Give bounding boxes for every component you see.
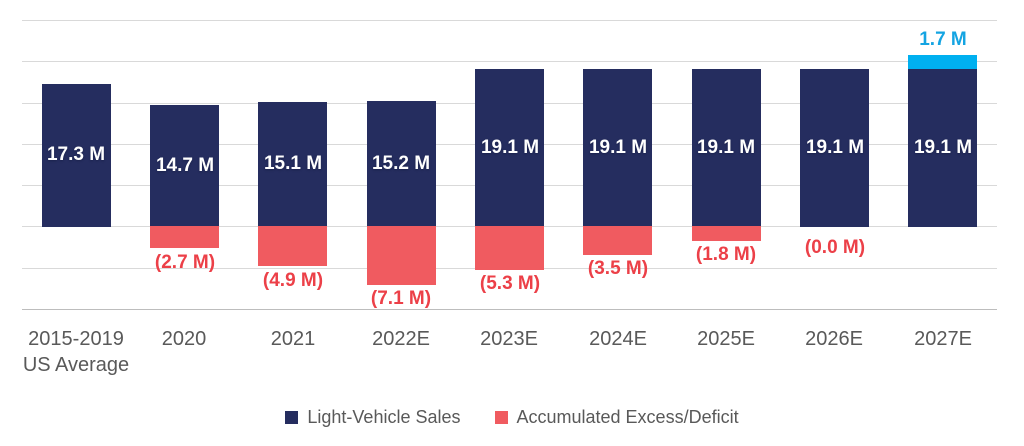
bar-light-vehicle-sales-3 [258, 102, 327, 227]
bar-accumulated-deficit-7 [692, 226, 761, 241]
bar-accumulated-deficit-4 [367, 226, 436, 285]
category-label-line: 2027E [914, 328, 972, 350]
legend: Light-Vehicle Sales Accumulated Excess/D… [0, 406, 1024, 428]
category-label-7: 2025E [672, 326, 780, 352]
category-label-6: 2024E [564, 326, 672, 352]
bar-light-vehicle-sales-8 [800, 69, 869, 227]
deficit-value-label: (0.0 M) [804, 237, 866, 258]
category-label-3: 2021 [239, 326, 347, 352]
deficit-value-label: (3.5 M) [587, 258, 649, 279]
deficit-value-label: (4.9 M) [262, 270, 324, 291]
category-label-5: 2023E [455, 326, 563, 352]
category-label-1: 2015-2019 US Average [22, 326, 130, 378]
category-label-line: 2025E [697, 328, 755, 350]
deficit-value-label: (1.8 M) [695, 244, 757, 265]
bar-accumulated-deficit-2 [150, 226, 219, 248]
bar-accumulated-deficit-5 [475, 226, 544, 270]
x-axis-line [22, 309, 997, 310]
bar-light-vehicle-sales-9 [908, 69, 977, 227]
category-label-line: 2020 [161, 328, 207, 350]
bar-accumulated-deficit-3 [258, 226, 327, 266]
deficit-value-label: (7.1 M) [370, 288, 432, 309]
legend-label-light-vehicle-sales: Light-Vehicle Sales [307, 407, 461, 427]
category-label-line: 2015-2019 [28, 328, 124, 350]
bar-value-label: 19.1 M [480, 137, 540, 158]
bar-value-label: 19.1 M [588, 137, 648, 158]
legend-swatch-navy [285, 410, 299, 424]
category-label-line: 2024E [589, 328, 647, 350]
category-label-8: 2026E [780, 326, 888, 352]
bar-light-vehicle-sales-1 [42, 84, 111, 227]
bar-light-vehicle-sales-5 [475, 69, 544, 227]
bar-light-vehicle-sales-6 [583, 69, 652, 227]
category-label-line: US Average [22, 354, 130, 376]
deficit-value-label: (5.3 M) [479, 273, 541, 294]
bar-value-label: 15.1 M [263, 153, 323, 174]
category-label-9: 2027E [889, 326, 997, 352]
bar-accumulated-deficit-6 [583, 226, 652, 255]
gridline [22, 20, 997, 21]
bar-value-label: 19.1 M [805, 137, 865, 158]
excess-value-label: 1.7 M [919, 29, 967, 50]
bar-value-label: 17.3 M [46, 144, 106, 165]
legend-item-light-vehicle-sales: Light-Vehicle Sales [285, 406, 461, 428]
category-label-line: 2021 [270, 328, 316, 350]
legend-label-accumulated-excess-deficit: Accumulated Excess/Deficit [516, 407, 739, 427]
bar-value-label: 19.1 M [913, 137, 973, 158]
bar-value-label: 14.7 M [155, 155, 215, 176]
legend-item-accumulated-excess-deficit: Accumulated Excess/Deficit [494, 406, 739, 428]
bar-value-label: 19.1 M [696, 137, 756, 158]
category-label-line: 2022E [372, 328, 430, 350]
category-label-2: 2020 [130, 326, 238, 352]
category-label-4: 2022E [347, 326, 455, 352]
category-label-line: 2023E [480, 328, 538, 350]
deficit-value-label: (2.7 M) [154, 252, 216, 273]
category-label-line: 2026E [805, 328, 863, 350]
legend-swatch-red [494, 410, 508, 424]
bar-light-vehicle-sales-2 [150, 105, 219, 226]
gridline [22, 61, 997, 62]
bar-accumulated-excess-9 [908, 55, 977, 69]
bar-value-label: 15.2 M [371, 153, 431, 174]
bar-light-vehicle-sales-4 [367, 101, 436, 227]
bar-light-vehicle-sales-7 [692, 69, 761, 227]
